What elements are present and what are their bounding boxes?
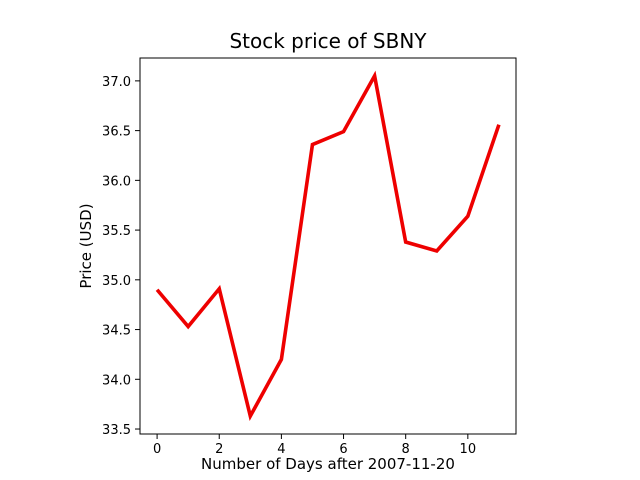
y-tick-label: 35.0 bbox=[102, 274, 131, 289]
y-tick-label: 33.5 bbox=[102, 423, 131, 438]
x-tick-label: 0 bbox=[153, 442, 161, 457]
x-tick-label: 2 bbox=[215, 442, 223, 457]
y-tick-label: 34.5 bbox=[102, 324, 131, 339]
x-tick-label: 4 bbox=[277, 442, 285, 457]
x-tick-label: 6 bbox=[339, 442, 347, 457]
plot-frame bbox=[139, 57, 517, 435]
y-tick-label: 36.0 bbox=[102, 174, 131, 189]
chart-title: Stock price of SBNY bbox=[229, 29, 427, 53]
data-points bbox=[157, 75, 499, 417]
y-tick-label: 35.5 bbox=[102, 224, 131, 239]
x-tick-label: 10 bbox=[460, 442, 477, 457]
x-axis-label: Number of Days after 2007-11-20 bbox=[201, 455, 455, 473]
y-tick-label: 36.5 bbox=[102, 125, 131, 140]
x-tick-label: 8 bbox=[402, 442, 410, 457]
y-axis-label: Price (USD) bbox=[77, 203, 95, 288]
y-axis-ticks: 33.5 34.0 34.5 35.0 35.5 36.0 36.5 37.0 bbox=[102, 75, 140, 438]
y-tick-label: 37.0 bbox=[102, 75, 131, 90]
price-series-line bbox=[155, 70, 501, 422]
y-tick-label: 34.0 bbox=[102, 373, 131, 388]
x-axis-ticks: 0 2 4 6 8 10 bbox=[153, 434, 476, 457]
